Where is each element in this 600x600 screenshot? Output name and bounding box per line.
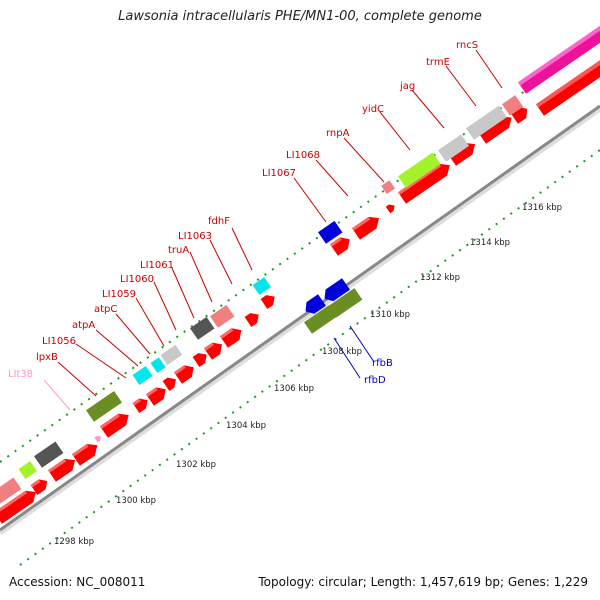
gene-arrow [48,458,76,482]
gene-arrow [330,237,350,256]
gene-lime-1 [18,461,37,479]
gene-olive-1 [86,390,122,422]
map-title: Lawsonia intracellularis PHE/MN1-00, com… [118,9,482,24]
label-yidc: yidC [362,104,384,115]
label-li1067: LI1067 [262,168,296,179]
label-atpc: atpC [94,304,117,315]
inner-dotted-track [19,149,600,566]
tick-label-1314: 1314 kbp [470,238,510,248]
colored-genes [0,95,524,504]
label-li1061: LI1061 [140,260,174,271]
gene-blue-1 [318,220,343,244]
gene-arrow [398,163,450,204]
reverse-strand-genes [304,278,363,334]
label-rnpa: rnpA [326,128,350,139]
gene-salmon-2 [210,304,235,328]
tick-label-1308: 1308 kbp [322,347,362,357]
tick-label-1298: 1298 kbp [54,537,94,547]
gene-arrow [72,444,98,466]
label-rfbb: rfbB [372,358,393,369]
forward-strand-genes [0,106,528,524]
gene-arrow [352,216,380,240]
gene-cyan-3 [252,277,271,295]
gene-olive-3 [328,288,363,318]
label-trme: trmE [426,57,450,68]
scale-labels: 1298 kbp 1300 kbp 1302 kbp 1304 kbp 1306… [54,203,562,547]
label-li1056: LI1056 [42,336,76,347]
tracks [0,37,600,566]
gene-labels: Llt38 lpxB LI1056 atpA atpC LI1059 LI106… [8,40,478,386]
gene-gray-light-3 [466,105,507,140]
backbone-shadow [0,106,600,536]
gene-arrow [220,328,242,348]
label-lpxb: lpxB [36,352,58,363]
leader-llt38 [43,379,71,411]
gene-salmon-4 [502,95,524,116]
accession-text: Accession: NC_008011 [9,575,146,589]
gene-blue-3 [324,278,350,302]
label-leader-lines [43,49,503,411]
gene-gray-light-1 [160,344,183,365]
gene-arrow [146,387,166,406]
gene-arrow [30,479,48,495]
tick-label-1316: 1316 kbp [522,203,562,213]
tick-label-1312: 1312 kbp [420,273,460,283]
gene-salmon-3 [381,180,396,195]
gene-blue-2 [305,294,326,314]
label-llt38: Llt38 [8,369,33,380]
gene-arrow [260,295,275,309]
label-li1063: LI1063 [178,231,212,242]
gene-arrow [385,204,395,214]
label-li1059: LI1059 [102,289,136,300]
gene-arrow [204,342,223,360]
gene-cyan-1 [132,365,153,385]
backbone [0,104,600,532]
gene-lime-2 [398,152,441,188]
gene-arrow [100,413,129,438]
tick-label-1302: 1302 kbp [176,460,216,470]
gene-gray-light-2 [438,134,470,162]
gene-arrow [174,365,194,384]
genome-stats-text: Topology: circular; Length: 1,457,619 bp… [258,575,588,589]
gene-cyan-2 [150,357,166,373]
label-fdhf: fdhF [208,216,230,227]
gene-arrow [244,313,259,327]
label-li1060: LI1060 [120,274,154,285]
tick-label-1304: 1304 kbp [226,421,266,431]
label-trua: truA [168,245,189,256]
gene-arrow [132,398,148,413]
tick-label-1306: 1306 kbp [274,384,314,394]
gene-magenta-1 [518,19,600,94]
label-li1068: LI1068 [286,150,320,161]
label-jag: jag [399,81,415,92]
label-rncs: rncS [456,40,478,51]
gene-gray-dark-2 [190,316,215,340]
gene-arrow [162,377,176,391]
gene-olive-2 [304,305,337,334]
gene-salmon-1 [0,477,22,504]
label-atpa: atpA [72,320,95,331]
gene-arrow [94,435,101,443]
gene-row-top [518,19,600,116]
tick-label-1310: 1310 kbp [370,310,410,320]
label-rfbd: rfbD [364,375,386,386]
tick-label-1300: 1300 kbp [116,496,156,506]
gene-gray-dark-1 [34,441,64,468]
gene-arrow [192,353,207,367]
gene-arrow [0,490,36,524]
